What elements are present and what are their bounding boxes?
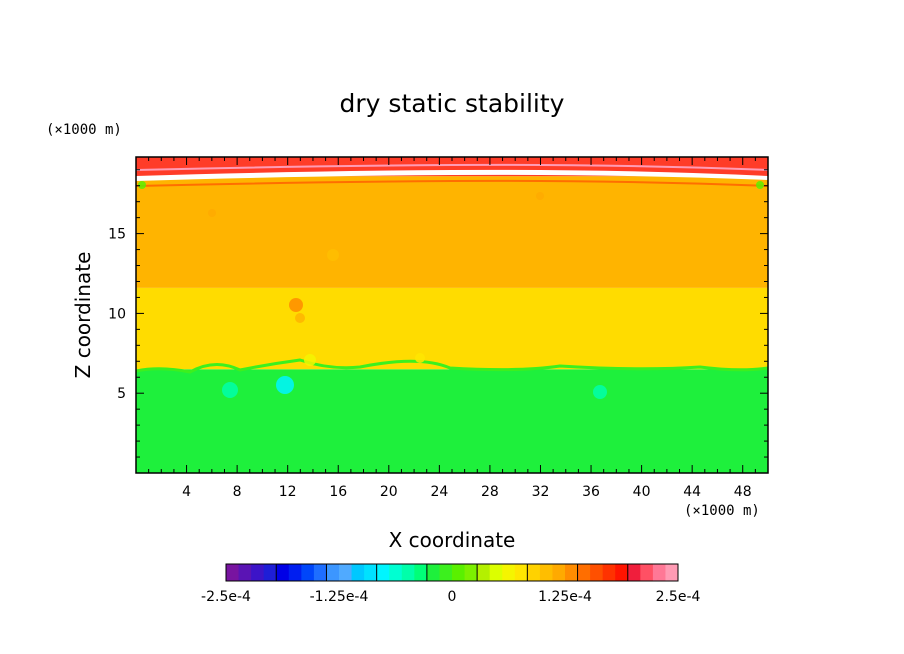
y-axis: 5 10 15 <box>108 169 768 458</box>
colorbar-tick-label: -1.25e-4 <box>310 589 369 605</box>
layer-boundary-edge <box>136 358 768 374</box>
y-tick-label: 5 <box>117 386 126 402</box>
x-axis-unit: (×1000 m) <box>684 503 760 519</box>
plot-texture <box>136 163 768 399</box>
x-tick-label: 16 <box>329 484 347 500</box>
layer-band-2 <box>136 176 768 288</box>
y-axis-label: Z coordinate <box>71 252 95 379</box>
colorbar-swatch <box>238 564 252 581</box>
colorbar: -2.5e-4 -1.25e-4 0 1.25e-4 2.5e-4 <box>201 563 701 605</box>
colorbar-swatch <box>263 564 277 581</box>
colorbar-swatch <box>590 564 604 581</box>
field-feature-8 <box>415 353 425 363</box>
x-tick-label: 32 <box>532 484 550 500</box>
field-feature-9 <box>593 385 607 399</box>
colorbar-swatch <box>477 564 491 581</box>
colorbar-swatch <box>251 564 265 581</box>
colorbar-swatch <box>351 564 365 581</box>
colorbar-swatch <box>364 564 378 581</box>
colorbar-swatch <box>376 564 390 581</box>
x-tick-label: 28 <box>481 484 499 500</box>
colorbar-swatch <box>326 564 340 581</box>
field-feature-3 <box>208 209 216 217</box>
x-tick-label: 20 <box>380 484 398 500</box>
tropopause-streak <box>136 169 768 181</box>
colorbar-tick-label: 1.25e-4 <box>538 589 592 605</box>
colorbar-swatch <box>640 564 654 581</box>
colorbar-swatch <box>313 564 327 581</box>
colorbar-swatch <box>539 564 553 581</box>
colorbar-swatch <box>339 564 353 581</box>
colorbar-tick-label: 0 <box>448 589 457 605</box>
layer-band-1 <box>136 287 768 370</box>
colorbar-frame <box>225 563 679 582</box>
field-feature-11 <box>756 181 764 189</box>
x-tick-label: 44 <box>683 484 701 500</box>
colorbar-swatch <box>226 564 240 581</box>
x-tick-label: 48 <box>734 484 752 500</box>
tropopause-lower-edge <box>136 179 768 187</box>
y-tick-label: 15 <box>108 227 126 243</box>
x-axis: 4 8 12 16 20 24 28 32 36 40 44 48 <box>148 157 756 500</box>
y-tick-label: 10 <box>108 306 126 322</box>
colorbar-swatch <box>602 564 616 581</box>
x-tick-label: 8 <box>233 484 242 500</box>
field-feature-5 <box>276 376 294 394</box>
layer-band-0 <box>136 369 768 473</box>
x-tick-label: 4 <box>182 484 191 500</box>
field-feature-4 <box>536 192 544 200</box>
x-axis-label: X coordinate <box>389 528 516 552</box>
colorbar-tick-label: -2.5e-4 <box>201 589 251 605</box>
colorbar-swatch <box>489 564 503 581</box>
chart-title: dry static stability <box>340 89 565 118</box>
colorbar-swatch <box>288 564 302 581</box>
field-feature-0 <box>289 298 303 312</box>
colorbar-swatch <box>276 564 290 581</box>
colorbar-swatch <box>414 564 428 581</box>
colorbar-swatch <box>565 564 579 581</box>
colorbar-swatch <box>389 564 403 581</box>
colorbar-swatch <box>552 564 566 581</box>
field-feature-2 <box>327 249 339 261</box>
x-tick-label: 36 <box>582 484 600 500</box>
colorbar-swatch <box>652 564 666 581</box>
colorbar-swatch <box>439 564 453 581</box>
x-tick-label: 40 <box>633 484 651 500</box>
colorbar-swatch <box>426 564 440 581</box>
colorbar-swatch <box>452 564 466 581</box>
tropopause-edge <box>136 163 768 171</box>
colorbar-swatch <box>301 564 315 581</box>
colorbar-swatch <box>627 564 641 581</box>
colorbar-swatch <box>665 564 679 581</box>
field-feature-10 <box>138 181 146 189</box>
x-tick-label: 24 <box>430 484 448 500</box>
colorbar-tick-label: 2.5e-4 <box>656 589 701 605</box>
colorbar-swatch <box>401 564 415 581</box>
colorbar-swatch <box>577 564 591 581</box>
colorbar-swatch <box>464 564 478 581</box>
field-feature-7 <box>304 354 316 366</box>
colorbar-swatch <box>514 564 528 581</box>
x-tick-label: 12 <box>279 484 297 500</box>
y-axis-unit: (×1000 m) <box>46 122 122 138</box>
field-feature-1 <box>295 313 305 323</box>
field-feature-6 <box>222 382 238 398</box>
plot-area <box>136 157 768 473</box>
colorbar-swatch <box>502 564 516 581</box>
colorbar-swatch <box>615 564 629 581</box>
colorbar-swatch <box>527 564 541 581</box>
